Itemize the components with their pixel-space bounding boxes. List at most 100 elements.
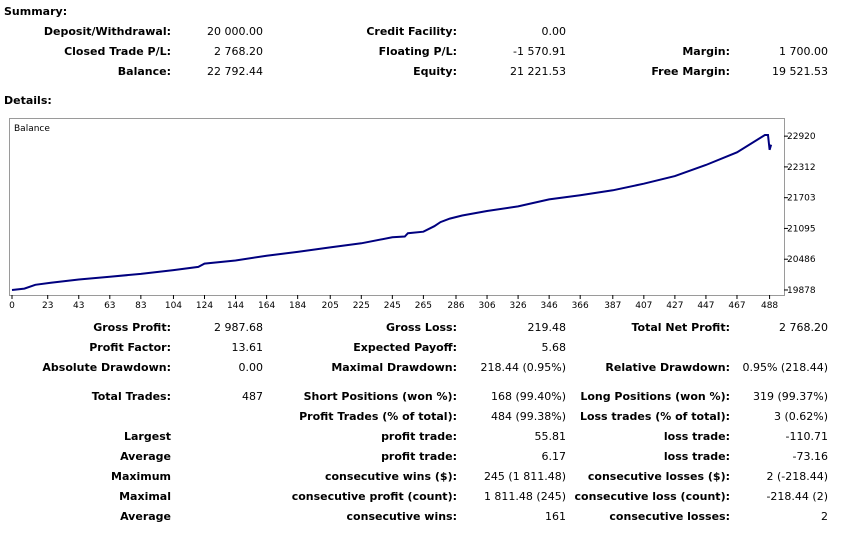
details-label: consecutive wins: <box>346 510 457 523</box>
x-tick-label: 286 <box>447 301 464 311</box>
x-tick-label: 164 <box>258 301 275 311</box>
x-tick-label: 124 <box>196 301 213 311</box>
x-tick-label: 387 <box>604 301 621 311</box>
x-tick-label: 83 <box>135 301 146 311</box>
x-tick-label: 488 <box>761 301 778 311</box>
details-value: 0.95% (218.44) <box>742 361 828 374</box>
details-label: loss trade: <box>663 450 730 463</box>
details-heading: Details: <box>4 94 52 107</box>
details-value: 2 987.68 <box>214 321 263 334</box>
details-label: Long Positions (won %): <box>580 390 730 403</box>
x-tick-label: 23 <box>42 301 53 311</box>
details-value: 2 <box>821 510 828 523</box>
x-tick-label: 346 <box>541 301 558 311</box>
details-label: Total Net Profit: <box>631 321 731 334</box>
summary-value: 1 700.00 <box>779 45 828 58</box>
details-value: 218.44 (0.95%) <box>480 361 566 374</box>
y-tick-label: 20486 <box>787 255 816 265</box>
x-tick-label: 144 <box>227 301 244 311</box>
summary-value: -1 570.91 <box>513 45 566 58</box>
details-value: -218.44 (2) <box>766 490 828 503</box>
x-tick-label: 467 <box>728 301 745 311</box>
x-tick-label: 184 <box>289 301 306 311</box>
details-value: 1 811.48 (245) <box>483 490 566 503</box>
details-label: profit trade: <box>381 450 457 463</box>
x-tick-label: 407 <box>635 301 652 311</box>
x-tick-label: 205 <box>322 301 339 311</box>
y-tick-label: 22920 <box>787 132 816 142</box>
details-label: Gross Profit: <box>93 321 171 334</box>
details-value: 168 (99.40%) <box>490 390 566 403</box>
x-tick-label: 326 <box>509 301 526 311</box>
details-value: 5.68 <box>541 341 567 354</box>
details-value: 13.61 <box>231 341 264 354</box>
details-label: Profit Factor: <box>89 341 171 354</box>
summary-label: Equity: <box>413 65 457 78</box>
balance-series-line <box>11 134 773 291</box>
details-value: 487 <box>242 390 263 403</box>
x-tick-label: 63 <box>104 301 115 311</box>
y-tick-label: 21703 <box>787 194 816 204</box>
x-tick-label: 447 <box>697 301 714 311</box>
summary-label: Balance: <box>117 65 171 78</box>
summary-label: Closed Trade P/L: <box>64 45 171 58</box>
summary-value: 0.00 <box>541 25 567 38</box>
summary-value: 19 521.53 <box>772 65 828 78</box>
x-tick-label: 265 <box>415 301 432 311</box>
summary-heading: Summary: <box>4 5 68 18</box>
details-label: Total Trades: <box>91 390 171 403</box>
details-label: Short Positions (won %): <box>303 390 457 403</box>
chart-title: Balance <box>14 124 50 134</box>
details-value: 2 768.20 <box>779 321 828 334</box>
details-label: Maximum <box>111 470 171 483</box>
details-label: Largest <box>124 430 171 443</box>
details-label: Maximal Drawdown: <box>331 361 457 374</box>
summary-value: 22 792.44 <box>207 65 263 78</box>
details-value: 161 <box>545 510 566 523</box>
details-label: Relative Drawdown: <box>605 361 730 374</box>
x-tick-label: 366 <box>572 301 589 311</box>
details-label: Average <box>120 450 171 463</box>
details-value: 484 (99.38%) <box>490 410 566 423</box>
details-label: consecutive losses ($): <box>587 470 730 483</box>
x-tick-label: 104 <box>165 301 182 311</box>
balance-chart-svg: Balance <box>11 124 773 291</box>
balance-chart: Balance <box>9 118 785 296</box>
x-tick-label: 427 <box>666 301 683 311</box>
details-value: 2 (-218.44) <box>766 470 828 483</box>
details-value: 55.81 <box>534 430 567 443</box>
details-label: Average <box>120 510 171 523</box>
details-label: Profit Trades (% of total): <box>299 410 457 423</box>
details-label: Gross Loss: <box>386 321 457 334</box>
y-tick-label: 19878 <box>787 286 816 296</box>
details-label: Expected Payoff: <box>353 341 457 354</box>
details-value: 6.17 <box>541 450 567 463</box>
details-label: profit trade: <box>381 430 457 443</box>
x-tick-label: 43 <box>73 301 84 311</box>
details-label: Maximal <box>119 490 171 503</box>
x-tick-label: 0 <box>9 301 15 311</box>
details-label: Absolute Drawdown: <box>42 361 171 374</box>
x-tick-label: 245 <box>384 301 401 311</box>
summary-value: 20 000.00 <box>207 25 263 38</box>
details-value: 0.00 <box>238 361 264 374</box>
details-value: 219.48 <box>527 321 567 334</box>
summary-label: Margin: <box>682 45 730 58</box>
summary-label: Deposit/Withdrawal: <box>43 25 171 38</box>
summary-label: Floating P/L: <box>378 45 457 58</box>
details-value: 3 (0.62%) <box>773 410 828 423</box>
details-value: 245 (1 811.48) <box>483 470 566 483</box>
y-tick-label: 22312 <box>787 163 816 173</box>
x-tick-label: 306 <box>478 301 495 311</box>
details-label: consecutive losses: <box>609 510 730 523</box>
y-tick-label: 21095 <box>787 224 816 234</box>
details-label: consecutive profit (count): <box>291 490 457 503</box>
details-label: consecutive wins ($): <box>324 470 457 483</box>
chart-axes: 0 23 43 63 83 104 124 144 164 184 205 225 245 265 286 3… <box>9 132 816 311</box>
summary-value: 21 221.53 <box>510 65 566 78</box>
details-label: Loss trades (% of total): <box>579 410 730 423</box>
details-value: -110.71 <box>785 430 828 443</box>
x-tick-label: 225 <box>353 301 370 311</box>
details-value: -73.16 <box>792 450 828 463</box>
details-value: 319 (99.37%) <box>752 390 828 403</box>
